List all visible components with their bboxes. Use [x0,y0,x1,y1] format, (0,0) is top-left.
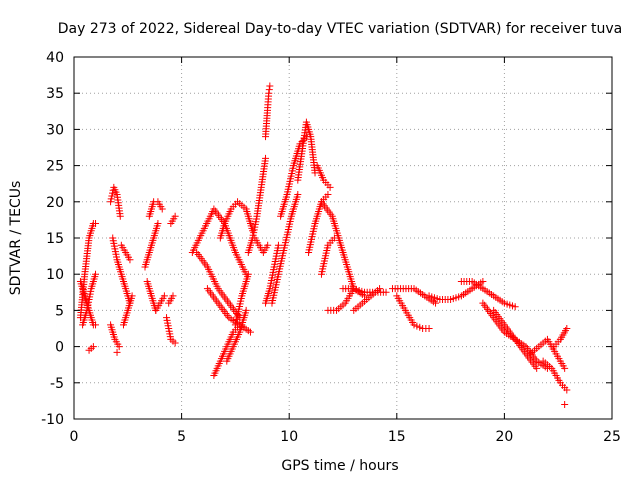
y-tick-label: 40 [46,50,64,66]
data-point [128,292,136,300]
data-point [249,227,257,235]
chart-title: Day 273 of 2022, Sidereal Day-to-day VTE… [58,21,622,37]
x-axis-label: GPS time / hours [281,458,398,474]
data-point [274,241,282,249]
data-point [89,343,97,351]
data-point [160,292,168,300]
data-point [326,183,334,191]
data-point [376,285,384,293]
data-point [246,328,254,336]
data-point [115,343,123,351]
data-point [116,212,124,220]
data-point [169,292,177,300]
data-point-fill [108,192,116,200]
data-point [563,325,571,332]
data-point-fill [413,322,421,330]
x-tick-label: 15 [388,429,406,445]
data-point [92,321,100,329]
data-point [561,364,569,372]
data-point [242,306,250,314]
data-point [244,270,252,278]
data-point [264,241,272,249]
x-tick-label: 5 [177,429,186,445]
y-tick-label: 10 [46,267,64,283]
x-tick-label: 25 [603,429,621,445]
y-tick-label: 0 [55,340,64,356]
data-point [350,285,358,293]
data-point [113,348,121,356]
y-tick-label: 25 [46,159,64,175]
data-point [126,256,134,264]
data-point-fill [107,195,115,203]
y-axis-label: SDTVAR / TECUs [8,181,24,296]
data-point [262,154,270,162]
data-point [382,288,390,296]
data-point [410,321,418,329]
data-point [92,270,100,278]
axis-ticks: 0 5 10 15 20 25 -10 -5 0 5 10 15 20 25 30 35 40 [41,50,621,445]
data-point [266,82,274,90]
data-point [171,212,179,220]
x-tick-label: 20 [495,429,513,445]
y-tick-label: -10 [41,412,64,428]
y-tick-label: -5 [50,376,64,392]
grid-lines [74,57,612,419]
data-point [154,220,162,228]
data-point [561,401,569,409]
data-point [324,191,332,199]
data-point-fill [416,323,424,331]
data-point [432,299,440,307]
y-tick-label: 35 [46,86,64,102]
data-point [563,386,571,394]
data-points [76,82,571,409]
x-tick-label: 0 [70,429,79,445]
data-point [171,339,179,347]
data-point [511,303,519,311]
y-tick-label: 30 [46,122,64,138]
data-point [107,198,115,206]
data-point [158,205,166,213]
y-tick-label: 15 [46,231,64,247]
y-tick-label: 5 [55,303,64,319]
data-point [479,277,487,285]
x-tick-label: 10 [280,429,298,445]
data-point [533,364,541,372]
data-point [265,89,273,97]
y-tick-label: 20 [46,195,64,211]
data-point [425,325,433,332]
data-point [92,220,100,228]
data-point [294,191,302,199]
data-point-fill [265,86,273,94]
